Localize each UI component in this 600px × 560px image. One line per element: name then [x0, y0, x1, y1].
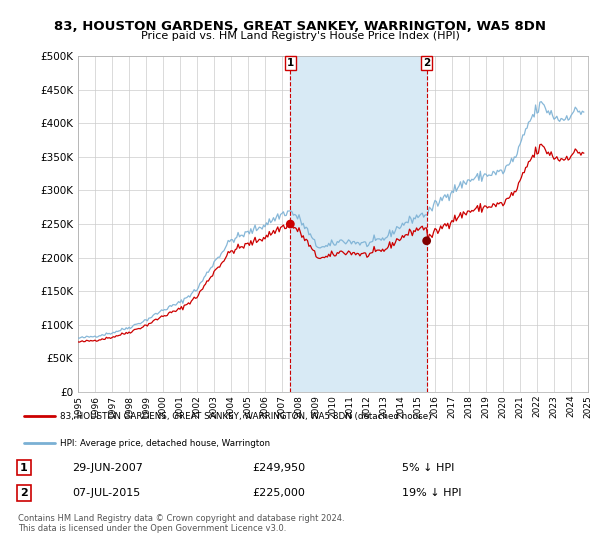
Text: 07-JUL-2015: 07-JUL-2015	[72, 488, 140, 498]
Text: 29-JUN-2007: 29-JUN-2007	[72, 463, 143, 473]
Text: 1: 1	[20, 463, 28, 473]
Text: £249,950: £249,950	[252, 463, 305, 473]
Text: £225,000: £225,000	[252, 488, 305, 498]
Text: 5% ↓ HPI: 5% ↓ HPI	[402, 463, 454, 473]
Text: 2: 2	[20, 488, 28, 498]
Text: Contains HM Land Registry data © Crown copyright and database right 2024.
This d: Contains HM Land Registry data © Crown c…	[18, 514, 344, 533]
Text: 2: 2	[423, 58, 430, 68]
Text: Price paid vs. HM Land Registry's House Price Index (HPI): Price paid vs. HM Land Registry's House …	[140, 31, 460, 41]
Text: HPI: Average price, detached house, Warrington: HPI: Average price, detached house, Warr…	[60, 438, 271, 447]
Text: 83, HOUSTON GARDENS, GREAT SANKEY, WARRINGTON, WA5 8DN: 83, HOUSTON GARDENS, GREAT SANKEY, WARRI…	[54, 20, 546, 32]
Point	[422, 236, 431, 245]
Point	[286, 220, 295, 228]
Text: 19% ↓ HPI: 19% ↓ HPI	[402, 488, 461, 498]
Text: 1: 1	[287, 58, 294, 68]
Text: 83, HOUSTON GARDENS, GREAT SANKEY, WARRINGTON, WA5 8DN (detached house): 83, HOUSTON GARDENS, GREAT SANKEY, WARRI…	[60, 412, 432, 421]
Bar	[290, 56, 427, 392]
